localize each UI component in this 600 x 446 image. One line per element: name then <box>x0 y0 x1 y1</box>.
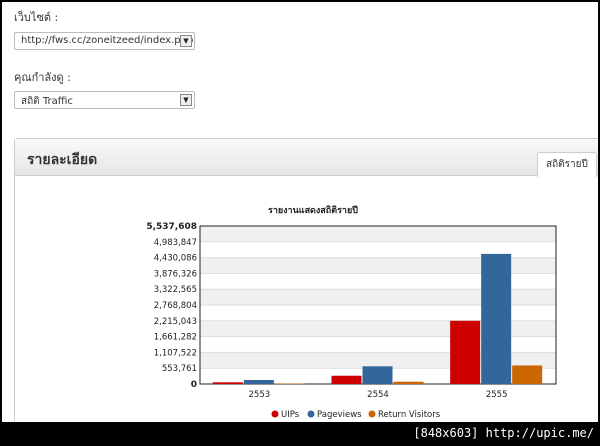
y-tick-label: 5,537,608 <box>146 222 197 232</box>
y-tick-label: 4,983,847 <box>154 238 197 248</box>
y-tick-label: 553,761 <box>162 364 197 374</box>
website-label: เว็บไซต์ : <box>14 11 59 24</box>
legend-marker-icon <box>271 410 279 418</box>
view-select[interactable]: สถิติ Traffic ▼ <box>14 91 195 109</box>
panel-title: รายละเอียด <box>27 152 98 168</box>
y-tick-label: 3,322,565 <box>154 285 197 295</box>
y-tick-label: 0 <box>191 380 197 390</box>
bar-pageviews <box>243 380 274 384</box>
bar-uips <box>212 382 243 384</box>
y-tick-label: 2,215,043 <box>154 317 197 327</box>
grid-band <box>200 289 556 305</box>
legend-marker-icon <box>307 410 315 418</box>
website-select[interactable]: http://fws.cc/zoneitzeed/index.php ▼ <box>14 32 195 50</box>
y-tick-label: 4,430,086 <box>154 254 197 264</box>
y-tick-label: 2,768,804 <box>154 301 197 311</box>
grid-band <box>200 226 556 242</box>
bar-uips <box>331 375 362 384</box>
grid-band <box>200 257 556 274</box>
bar-return-visitors <box>393 381 424 384</box>
dropdown-arrow-icon[interactable]: ▼ <box>180 94 192 106</box>
bar-uips <box>450 320 481 384</box>
legend-label: Return Visitors <box>378 410 441 420</box>
panel-header: รายละเอียด สถิติรายปี <box>15 139 598 177</box>
y-tick-label: 3,876,326 <box>154 269 197 279</box>
y-tick-label: 1,661,282 <box>154 333 197 343</box>
x-tick-label: 2553 <box>249 390 271 400</box>
view-label: คุณกำลังดู : <box>14 71 71 84</box>
tab-yearly-stats[interactable]: สถิติรายปี <box>537 152 597 177</box>
legend-marker-icon <box>368 410 376 418</box>
watermark: [848x603] http://upic.me/ <box>413 426 594 440</box>
x-tick-label: 2554 <box>367 390 389 400</box>
legend-label: Pageviews <box>317 410 362 420</box>
bar-pageviews <box>481 253 512 384</box>
website-select-value: http://fws.cc/zoneitzeed/index.php <box>21 35 194 46</box>
chart-title: รายงานแสดงสถิติรายปี <box>268 206 358 216</box>
page: เว็บไซต์ : http://fws.cc/zoneitzeed/inde… <box>2 2 598 422</box>
bar-return-visitors <box>512 365 543 384</box>
x-tick-label: 2555 <box>486 390 508 400</box>
bar-pageviews <box>362 366 393 384</box>
yearly-stats-chart: 0 553,761 1,107,522 1,661,282 2,215,043 2,768… <box>146 222 557 420</box>
legend-label: UIPs <box>281 410 300 420</box>
dropdown-arrow-icon[interactable]: ▼ <box>180 35 192 47</box>
view-select-value: สถิติ Traffic <box>21 96 73 107</box>
y-tick-label: 1,107,522 <box>154 348 197 358</box>
